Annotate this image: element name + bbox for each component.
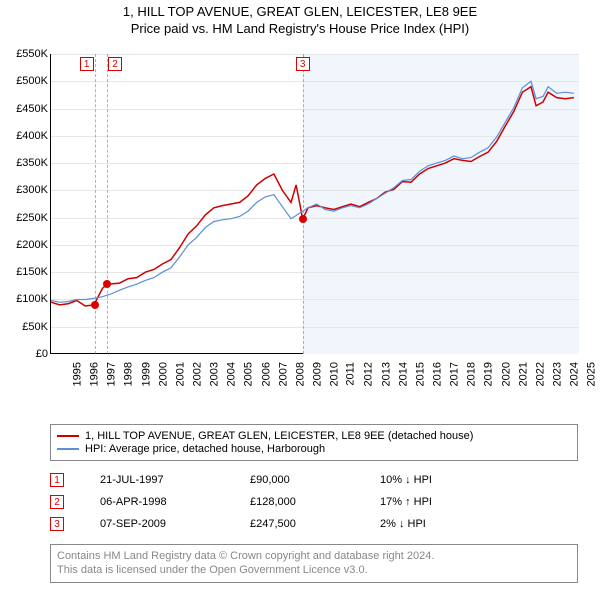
footer-line: Contains HM Land Registry data © Crown c… — [57, 549, 571, 563]
x-axis-label: 1998 — [123, 362, 135, 386]
x-axis-label: 2015 — [414, 362, 426, 386]
x-axis-label: 2024 — [569, 362, 581, 386]
series-line — [51, 87, 574, 306]
attribution-footer: Contains HM Land Registry data © Crown c… — [50, 544, 578, 583]
x-axis-label: 2003 — [209, 362, 221, 386]
y-axis-label: £300K — [2, 184, 48, 196]
x-axis-label: 2004 — [226, 362, 238, 386]
transaction-row: 3 07-SEP-2009£247,5002% ↓ HPI — [50, 513, 490, 535]
x-axis-label: 2021 — [517, 362, 529, 386]
y-axis-label: £50K — [2, 321, 48, 333]
legend-label: HPI: Average price, detached house, Harb… — [85, 443, 325, 455]
chart-root: 1, HILL TOP AVENUE, GREAT GLEN, LEICESTE… — [0, 4, 600, 594]
x-axis-label: 2010 — [329, 362, 341, 386]
legend-swatch — [57, 435, 79, 437]
y-axis-label: £350K — [2, 157, 48, 169]
transaction-date: 07-SEP-2009 — [100, 518, 250, 530]
legend-swatch — [57, 448, 79, 450]
x-axis-label: 2020 — [500, 362, 512, 386]
y-axis-label: £250K — [2, 212, 48, 224]
transaction-number-box: 1 — [50, 473, 64, 487]
x-axis-label: 2002 — [191, 362, 203, 386]
x-axis-label: 2019 — [483, 362, 495, 386]
legend-item: HPI: Average price, detached house, Harb… — [57, 443, 571, 455]
x-axis-label: 2008 — [294, 362, 306, 386]
x-axis-label: 2000 — [157, 362, 169, 386]
x-axis-label: 2014 — [397, 362, 409, 386]
x-axis-label: 2011 — [345, 362, 357, 386]
transaction-price: £128,000 — [250, 496, 380, 508]
x-axis-label: 2007 — [277, 362, 289, 386]
transaction-date: 06-APR-1998 — [100, 496, 250, 508]
y-axis-label: £400K — [2, 130, 48, 142]
transaction-hpi-diff: 17% ↑ HPI — [380, 496, 490, 508]
x-axis-label: 1995 — [71, 362, 83, 386]
x-axis-label: 2005 — [243, 362, 255, 386]
transaction-date: 21-JUL-1997 — [100, 474, 250, 486]
y-axis-label: £100K — [2, 293, 48, 305]
transaction-hpi-diff: 10% ↓ HPI — [380, 474, 490, 486]
transaction-number-box: 2 — [50, 495, 64, 509]
legend-box: 1, HILL TOP AVENUE, GREAT GLEN, LEICESTE… — [50, 424, 578, 461]
chart-subtitle: Price paid vs. HM Land Registry's House … — [0, 21, 600, 36]
transactions-table: 1 21-JUL-1997£90,00010% ↓ HPI 2 06-APR-1998… — [50, 469, 490, 535]
x-axis-label: 2012 — [363, 362, 375, 386]
x-axis-label: 2001 — [174, 362, 186, 386]
x-axis-label: 2018 — [466, 362, 478, 386]
y-axis-label: £500K — [2, 75, 48, 87]
y-axis-label: £150K — [2, 266, 48, 278]
transaction-row: 2 06-APR-1998£128,00017% ↑ HPI — [50, 491, 490, 513]
transaction-hpi-diff: 2% ↓ HPI — [380, 518, 490, 530]
legend-label: 1, HILL TOP AVENUE, GREAT GLEN, LEICESTE… — [85, 430, 473, 442]
x-axis-label: 2022 — [534, 362, 546, 386]
x-axis-label: 2023 — [551, 362, 563, 386]
x-axis-label: 1996 — [89, 362, 101, 386]
chart-title: 1, HILL TOP AVENUE, GREAT GLEN, LEICESTE… — [0, 4, 600, 19]
footer-line: This data is licensed under the Open Gov… — [57, 563, 571, 577]
transaction-number-box: 3 — [50, 517, 64, 531]
transaction-row: 1 21-JUL-1997£90,00010% ↓ HPI — [50, 469, 490, 491]
x-axis-label: 2017 — [449, 362, 461, 386]
y-axis-label: £450K — [2, 103, 48, 115]
x-axis-label: 1997 — [106, 362, 118, 386]
transaction-price: £90,000 — [250, 474, 380, 486]
x-axis-label: 2025 — [586, 362, 598, 386]
plot-area: 123 — [50, 54, 578, 354]
x-axis-label: 2016 — [431, 362, 443, 386]
y-axis-label: £200K — [2, 239, 48, 251]
series-line — [51, 81, 574, 302]
x-axis-label: 2013 — [380, 362, 392, 386]
transaction-price: £247,500 — [250, 518, 380, 530]
x-axis-label: 2006 — [260, 362, 272, 386]
legend-item: 1, HILL TOP AVENUE, GREAT GLEN, LEICESTE… — [57, 430, 571, 442]
x-axis-label: 2009 — [311, 362, 323, 386]
y-axis-label: £550K — [2, 48, 48, 60]
x-axis-label: 1999 — [140, 362, 152, 386]
y-axis-label: £0 — [2, 348, 48, 360]
line-series-layer — [51, 54, 579, 354]
